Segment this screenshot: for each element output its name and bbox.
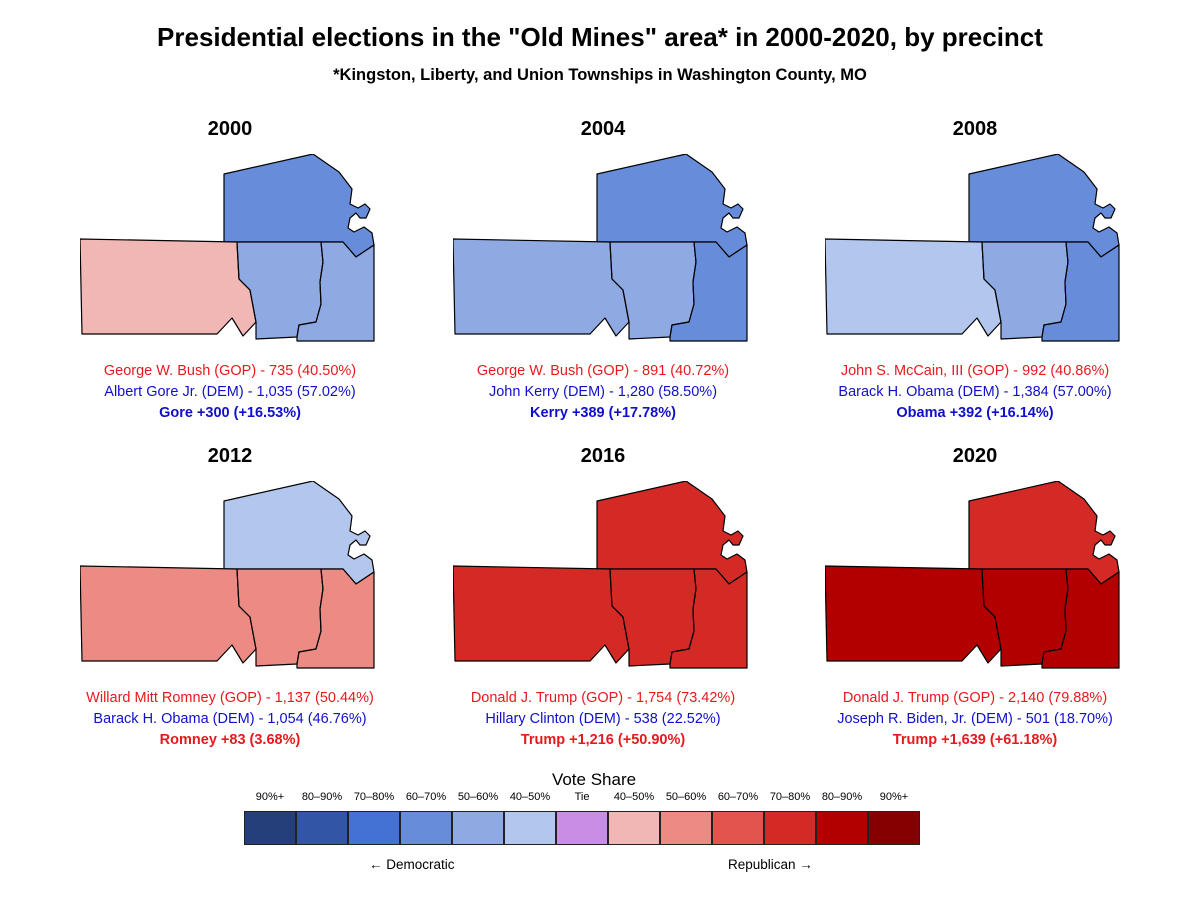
precinct-west	[453, 238, 630, 337]
dem-result: Joseph R. Biden, Jr. (DEM) - 501 (18.70%…	[837, 711, 1113, 727]
panel-year: 2004	[580, 118, 626, 140]
precinct-boundary-1	[609, 241, 630, 323]
legend-item: 70–80%	[764, 791, 816, 845]
gop-result: George W. Bush (GOP) - 891 (40.72%)	[476, 363, 730, 379]
legend-republican-label: Republican →	[728, 857, 813, 872]
precinct-west	[80, 238, 257, 337]
legend-swatch	[608, 811, 660, 845]
map-panel-2004: 2004 George W. Bush (GOP) - 891 (40.72%) J…	[453, 118, 753, 438]
legend-item-label: 90%+	[879, 791, 909, 803]
precinct-west	[825, 238, 1002, 337]
precinct-boundary-2	[669, 241, 697, 341]
precinct-boundary-2	[1041, 568, 1069, 668]
margin-result: Trump +1,216 (+50.90%)	[520, 732, 686, 748]
legend-swatch	[556, 811, 608, 845]
legend-item-label: 70–80%	[769, 791, 811, 803]
precinct-boundary-1	[236, 568, 257, 650]
map-panel-2020: 2020 Donald J. Trump (GOP) - 2,140 (79.88…	[825, 445, 1125, 765]
legend-item: 40–50%	[504, 791, 556, 845]
legend-democratic-label: ← Democratic	[369, 857, 455, 872]
gop-result: Donald J. Trump (GOP) - 1,754 (73.42%)	[470, 690, 736, 706]
map-panel-2016: 2016 Donald J. Trump (GOP) - 1,754 (73.42…	[453, 445, 753, 765]
legend-item: 80–90%	[816, 791, 868, 845]
legend-swatch	[816, 811, 868, 845]
map-panel-2000: 2000 George W. Bush (GOP) - 735 (40.50%) A…	[80, 118, 380, 438]
legend-swatch	[348, 811, 400, 845]
dem-result: Barack H. Obama (DEM) - 1,054 (46.76%)	[93, 711, 367, 727]
legend-swatch	[868, 811, 920, 845]
margin-result: Obama +392 (+16.14%)	[896, 405, 1054, 421]
margin-result: Romney +83 (3.68%)	[159, 732, 301, 748]
legend-item-label: 50–60%	[457, 791, 499, 803]
legend-swatch	[712, 811, 764, 845]
precinct-map	[80, 154, 375, 342]
legend-swatch	[296, 811, 348, 845]
precinct-west	[80, 565, 257, 664]
legend-item-label: 60–70%	[405, 791, 447, 803]
chart-title: Presidential elections in the "Old Mines…	[157, 22, 1043, 52]
legend-swatch	[452, 811, 504, 845]
panel-year: 2020	[952, 445, 998, 467]
margin-result: Trump +1,639 (+61.18%)	[892, 732, 1058, 748]
precinct-map	[453, 154, 748, 342]
precinct-boundary-2	[1041, 241, 1069, 341]
precinct-boundary-1	[609, 568, 630, 650]
legend-item: 90%+	[868, 791, 920, 845]
precinct-map	[80, 481, 375, 669]
legend-title: Vote Share	[551, 770, 637, 789]
chart-subtitle: *Kingston, Liberty, and Union Townships …	[333, 66, 867, 84]
panel-year: 2016	[580, 445, 626, 467]
legend-item-label: 80–90%	[821, 791, 863, 803]
legend-item: 90%+	[244, 791, 296, 845]
map-panel-2012: 2012 Willard Mitt Romney (GOP) - 1,137 (5…	[80, 445, 380, 765]
legend-item-label: 70–80%	[353, 791, 395, 803]
panel-year: 2000	[207, 118, 253, 140]
precinct-west	[825, 565, 1002, 664]
legend-item: 70–80%	[348, 791, 400, 845]
panel-year: 2008	[952, 118, 998, 140]
gop-result: Donald J. Trump (GOP) - 2,140 (79.88%)	[842, 690, 1108, 706]
dem-result: Barack H. Obama (DEM) - 1,384 (57.00%)	[838, 384, 1112, 400]
precinct-west	[453, 565, 630, 664]
legend-swatch	[244, 811, 296, 845]
dem-result: Hillary Clinton (DEM) - 538 (22.52%)	[485, 711, 721, 727]
legend-swatch	[660, 811, 712, 845]
legend-item-label: 40–50%	[613, 791, 655, 803]
margin-result: Gore +300 (+16.53%)	[159, 405, 301, 421]
legend-item-label: 90%+	[255, 791, 285, 803]
legend-item-label: 80–90%	[301, 791, 343, 803]
gop-result: John S. McCain, III (GOP) - 992 (40.86%)	[840, 363, 1110, 379]
legend-item: 80–90%	[296, 791, 348, 845]
gop-result: George W. Bush (GOP) - 735 (40.50%)	[103, 363, 357, 379]
legend-item: 60–70%	[400, 791, 452, 845]
legend-item-label: 40–50%	[509, 791, 551, 803]
gop-result: Willard Mitt Romney (GOP) - 1,137 (50.44…	[86, 690, 374, 706]
precinct-map	[453, 481, 748, 669]
legend-swatch	[400, 811, 452, 845]
map-panel-2008: 2008 John S. McCain, III (GOP) - 992 (40.…	[825, 118, 1125, 438]
precinct-boundary-1	[236, 241, 257, 323]
precinct-map	[825, 481, 1120, 669]
legend-item-label: Tie	[574, 791, 590, 803]
precinct-boundary-2	[669, 568, 697, 668]
legend-item: 60–70%	[712, 791, 764, 845]
legend-swatch	[764, 811, 816, 845]
precinct-map	[825, 154, 1120, 342]
dem-result: Albert Gore Jr. (DEM) - 1,035 (57.02%)	[104, 384, 356, 400]
precinct-boundary-2	[296, 241, 324, 341]
legend-item: Tie	[556, 791, 608, 845]
legend-item: 40–50%	[608, 791, 660, 845]
dem-result: John Kerry (DEM) - 1,280 (58.50%)	[488, 384, 718, 400]
margin-result: Kerry +389 (+17.78%)	[530, 405, 676, 421]
panel-year: 2012	[207, 445, 253, 467]
legend-item: 50–60%	[452, 791, 504, 845]
legend-item-label: 50–60%	[665, 791, 707, 803]
legend-swatch	[504, 811, 556, 845]
precinct-boundary-1	[981, 241, 1002, 323]
legend-item: 50–60%	[660, 791, 712, 845]
legend-item-label: 60–70%	[717, 791, 759, 803]
precinct-boundary-2	[296, 568, 324, 668]
precinct-boundary-1	[981, 568, 1002, 650]
